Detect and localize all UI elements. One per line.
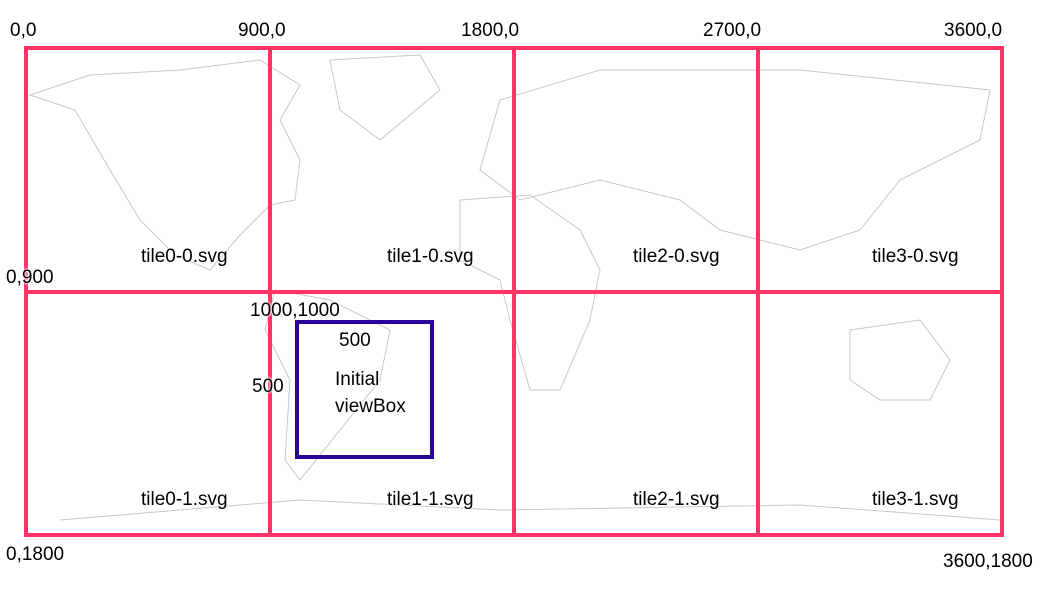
coord-label-2700-0: 2700,0 [703, 20, 762, 41]
viewbox-title-line2: viewBox [335, 396, 406, 417]
viewbox-title-line1: Initial [335, 369, 380, 390]
coord-label-0-900: 0,900 [6, 267, 54, 288]
coord-label-0-1800: 0,1800 [6, 544, 65, 565]
antarctica-outline [59, 499, 1001, 521]
tile-label: tile0-0.svg [141, 246, 228, 267]
coord-label-900-0: 900,0 [238, 20, 286, 41]
tile-label: tile0-1.svg [141, 489, 228, 510]
tile-label: tile1-1.svg [387, 489, 474, 510]
tile-label: tile3-1.svg [872, 489, 959, 510]
australia-outline [849, 319, 951, 401]
viewbox-width-label: 500 [339, 330, 371, 351]
viewbox-height-label: 500 [252, 376, 284, 397]
greenland-outline [329, 54, 441, 141]
tile-label: tile3-0.svg [872, 246, 959, 267]
eurasia-outline [479, 69, 991, 251]
world-map [28, 54, 1001, 521]
north-america-outline [28, 59, 301, 271]
coord-label-3600-1800: 3600,1800 [943, 551, 1033, 572]
coord-label-0-0: 0,0 [10, 20, 37, 41]
coord-label-3600-0: 3600,0 [944, 20, 1003, 41]
tile-grid [24, 46, 1004, 537]
coord-label-1800-0: 1800,0 [461, 20, 520, 41]
tile-label: tile1-0.svg [387, 246, 474, 267]
tile-label: tile2-1.svg [633, 489, 720, 510]
africa-outline [459, 194, 601, 391]
viewbox-origin-label: 1000,1000 [250, 300, 340, 321]
tile-cell-3-1 [756, 290, 1004, 537]
tile-label: tile2-0.svg [633, 246, 720, 267]
initial-viewbox-rect [295, 320, 434, 459]
